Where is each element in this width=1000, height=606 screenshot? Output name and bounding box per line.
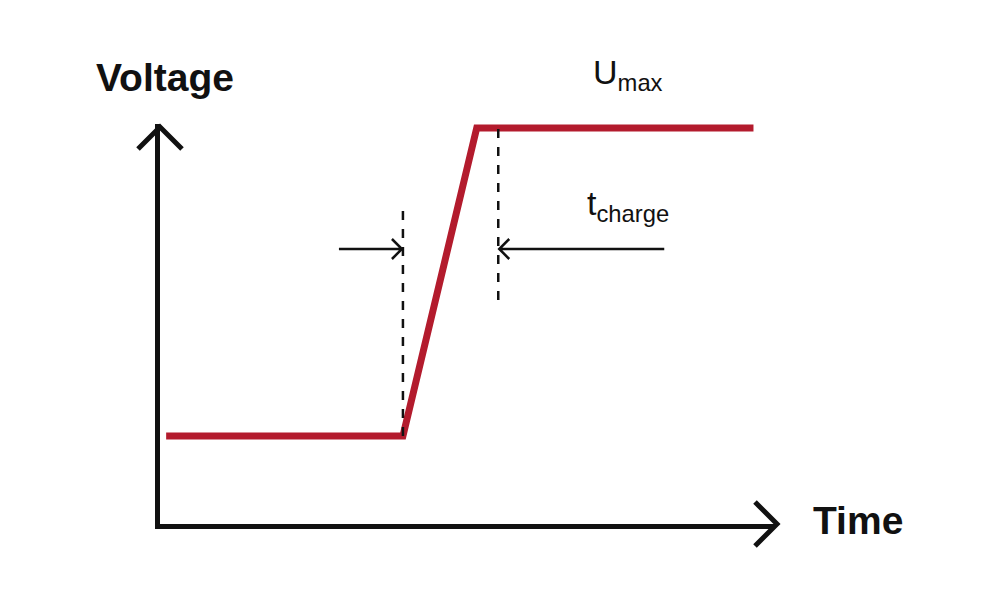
svg-text:U​max​: U​max​ bbox=[593, 53, 663, 96]
svg-text:Time: Time bbox=[813, 499, 903, 542]
svg-text:t​charge​: t​charge​ bbox=[587, 184, 669, 227]
svg-text:Voltage: Voltage bbox=[96, 56, 234, 99]
